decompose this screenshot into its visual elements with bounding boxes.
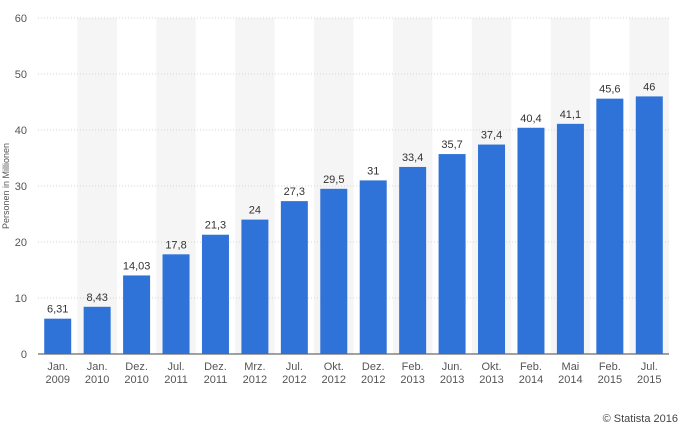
- x-tick-label-month: Dez.: [362, 361, 385, 373]
- y-tick-label: 20: [15, 237, 27, 249]
- y-tick-label: 10: [15, 293, 27, 305]
- data-label: 14,03: [123, 260, 151, 272]
- x-tick-label-year: 2010: [85, 374, 109, 386]
- data-label: 24: [249, 205, 261, 217]
- bar: [635, 96, 663, 355]
- data-label: 45,6: [599, 84, 620, 96]
- bar: [399, 166, 427, 354]
- bar: [556, 123, 584, 354]
- x-tick-label-month: Feb.: [520, 361, 542, 373]
- x-tick-label-month: Jul.: [167, 361, 184, 373]
- bar: [241, 219, 269, 354]
- data-label: 6,31: [47, 304, 68, 316]
- x-tick-label-year: 2012: [243, 374, 267, 386]
- data-label: 40,4: [520, 113, 541, 125]
- x-tick-label-year: 2014: [558, 374, 582, 386]
- x-tick-label-year: 2012: [282, 374, 306, 386]
- x-tick-label-year: 2015: [637, 374, 661, 386]
- bar: [359, 180, 387, 354]
- x-tick-label-month: Dez.: [204, 361, 227, 373]
- x-tick-label-month: Jul.: [286, 361, 303, 373]
- x-tick-label-year: 2011: [204, 374, 228, 386]
- bar: [320, 188, 348, 354]
- x-tick-label-month: Jul.: [641, 361, 658, 373]
- y-tick-label: 0: [21, 349, 27, 361]
- x-tick-label-month: Dez.: [125, 361, 148, 373]
- credit-text: © Statista 2016: [603, 413, 678, 425]
- y-tick-label: 40: [15, 125, 27, 137]
- bar: [280, 201, 308, 354]
- data-label: 29,5: [323, 174, 344, 186]
- x-tick-label-month: Jan.: [47, 361, 68, 373]
- x-tick-label-month: Feb.: [599, 361, 621, 373]
- bar: [44, 318, 72, 354]
- bar: [478, 144, 506, 354]
- x-tick-label-year: 2015: [598, 374, 622, 386]
- data-label: 35,7: [441, 139, 462, 151]
- y-tick-label: 60: [15, 13, 27, 25]
- x-tick-label-year: 2013: [479, 374, 503, 386]
- x-tick-label-month: Jun.: [442, 361, 463, 373]
- x-tick-label-month: Mrz.: [244, 361, 265, 373]
- x-tick-label-year: 2013: [400, 374, 424, 386]
- x-tick-label-month: Okt.: [324, 361, 344, 373]
- x-tick-label-month: Okt.: [481, 361, 501, 373]
- bar: [83, 306, 111, 354]
- y-tick-label: 30: [15, 181, 27, 193]
- x-tick-label-year: 2010: [124, 374, 148, 386]
- x-tick-label-month: Mai: [562, 361, 580, 373]
- bar: [596, 98, 624, 354]
- data-label: 8,43: [86, 292, 107, 304]
- bar: [438, 154, 466, 354]
- bar: [123, 275, 151, 354]
- bar: [201, 234, 229, 354]
- bar: [162, 254, 190, 354]
- x-tick-label-month: Jan.: [87, 361, 108, 373]
- data-label: 21,3: [205, 220, 226, 232]
- data-label: 17,8: [165, 239, 186, 251]
- data-label: 33,4: [402, 152, 423, 164]
- data-label: 37,4: [481, 130, 502, 142]
- x-tick-label-year: 2012: [322, 374, 346, 386]
- x-tick-label-year: 2012: [361, 374, 385, 386]
- x-tick-label-year: 2013: [440, 374, 464, 386]
- data-label: 46: [643, 81, 655, 93]
- data-label: 31: [367, 165, 379, 177]
- y-tick-label: 50: [15, 69, 27, 81]
- x-tick-label-month: Feb.: [402, 361, 424, 373]
- x-tick-label-year: 2014: [519, 374, 543, 386]
- data-label: 27,3: [284, 186, 305, 198]
- y-axis-title: Personen in Millionen: [1, 143, 11, 229]
- bar: [517, 127, 545, 354]
- data-label: 41,1: [560, 109, 581, 121]
- x-tick-label-year: 2011: [164, 374, 188, 386]
- x-tick-label-year: 2009: [45, 374, 69, 386]
